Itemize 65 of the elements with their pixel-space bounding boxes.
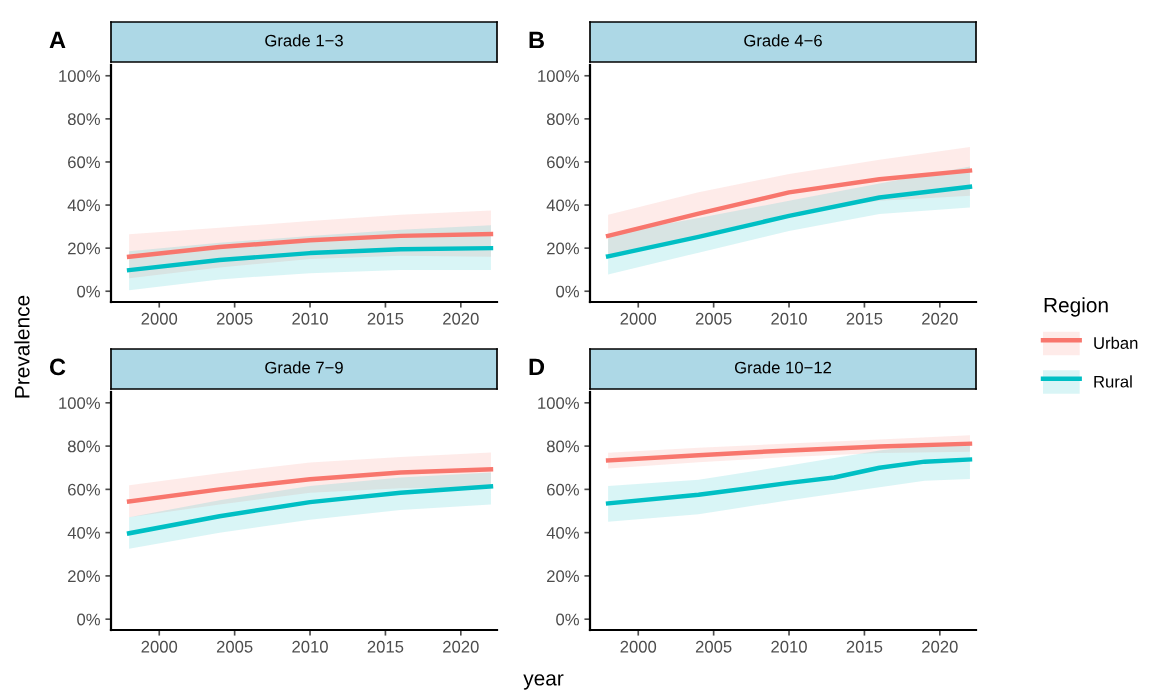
x-tick-label: 2000 bbox=[620, 640, 657, 653]
x-tick-label: 2010 bbox=[771, 640, 807, 653]
y-tick-label: 100% bbox=[538, 70, 579, 82]
y-tick-label: 0% bbox=[556, 613, 579, 626]
y-tick-label: 0% bbox=[77, 613, 100, 626]
line-series bbox=[126, 467, 494, 504]
x-tick-label: 2000 bbox=[620, 312, 657, 325]
y-tick-label: 20% bbox=[68, 570, 100, 583]
legend-title: Region bbox=[1044, 297, 1108, 317]
x-tick-label: 2000 bbox=[141, 312, 178, 325]
line-series bbox=[605, 184, 973, 259]
y-tick-label: 20% bbox=[547, 242, 579, 255]
y-tick-label: 20% bbox=[547, 570, 579, 583]
x-tick-label: 2015 bbox=[367, 312, 404, 325]
text: C bbox=[49, 358, 66, 376]
legend-label: Rural bbox=[1094, 375, 1132, 388]
x-tick-label: 2015 bbox=[846, 640, 883, 653]
chart-title: Grade 10−12 bbox=[734, 361, 832, 374]
y-tick-label: 20% bbox=[68, 242, 100, 255]
x-tick-label: 2000 bbox=[141, 640, 178, 653]
x-tick-label: 2005 bbox=[695, 312, 732, 325]
x-tick-label: 2010 bbox=[771, 312, 807, 325]
y-tick-label: 40% bbox=[67, 527, 100, 539]
line-series bbox=[126, 245, 494, 273]
y-tick-label: 80% bbox=[546, 440, 579, 453]
text: B bbox=[529, 31, 544, 49]
x-tick-label: 2020 bbox=[922, 640, 958, 653]
x-tick-label: 2020 bbox=[443, 312, 479, 325]
x-tick-label: 2005 bbox=[216, 640, 253, 653]
y-tick-label: 60% bbox=[68, 483, 100, 496]
y-tick-label: 60% bbox=[68, 156, 100, 169]
y-tick-label: 100% bbox=[59, 70, 100, 82]
chart-title: Grade 1−3 bbox=[265, 34, 343, 47]
y-tick-label: 80% bbox=[67, 440, 100, 453]
y-tick-label: 80% bbox=[546, 113, 579, 126]
chart-title: Grade 4−6 bbox=[744, 34, 822, 47]
x-tick-label: 2015 bbox=[367, 640, 404, 653]
y-tick-label: 80% bbox=[67, 113, 100, 126]
y-tick-label: 0% bbox=[556, 285, 579, 298]
line-series bbox=[126, 484, 494, 536]
x-axis-title: year bbox=[523, 674, 564, 690]
line-series bbox=[605, 457, 973, 506]
x-tick-label: 2005 bbox=[695, 640, 732, 653]
y-tick-label: 0% bbox=[77, 285, 100, 298]
y-tick-label: 100% bbox=[59, 397, 100, 410]
x-tick-label: 2015 bbox=[846, 312, 883, 325]
y-tick-label: 40% bbox=[67, 199, 100, 212]
x-tick-label: 2010 bbox=[292, 312, 328, 325]
y-tick-label: 40% bbox=[546, 199, 579, 212]
x-tick-label: 2020 bbox=[443, 640, 479, 653]
text: D bbox=[529, 358, 545, 376]
y-tick-label: 60% bbox=[547, 483, 579, 496]
x-tick-label: 2005 bbox=[216, 312, 253, 325]
x-tick-label: 2020 bbox=[922, 312, 958, 325]
y-tick-label: 60% bbox=[547, 156, 579, 169]
x-tick-label: 2010 bbox=[292, 640, 328, 653]
chart-title: Grade 7−9 bbox=[265, 361, 343, 374]
legend-label: Urban bbox=[1094, 336, 1138, 349]
y-tick-label: 100% bbox=[538, 397, 579, 410]
line-series bbox=[605, 441, 973, 463]
line-series bbox=[605, 168, 973, 239]
text: A bbox=[49, 31, 66, 49]
line-series bbox=[126, 231, 494, 259]
y-axis-title: Prevalence bbox=[14, 295, 30, 398]
y-tick-label: 40% bbox=[546, 527, 579, 539]
